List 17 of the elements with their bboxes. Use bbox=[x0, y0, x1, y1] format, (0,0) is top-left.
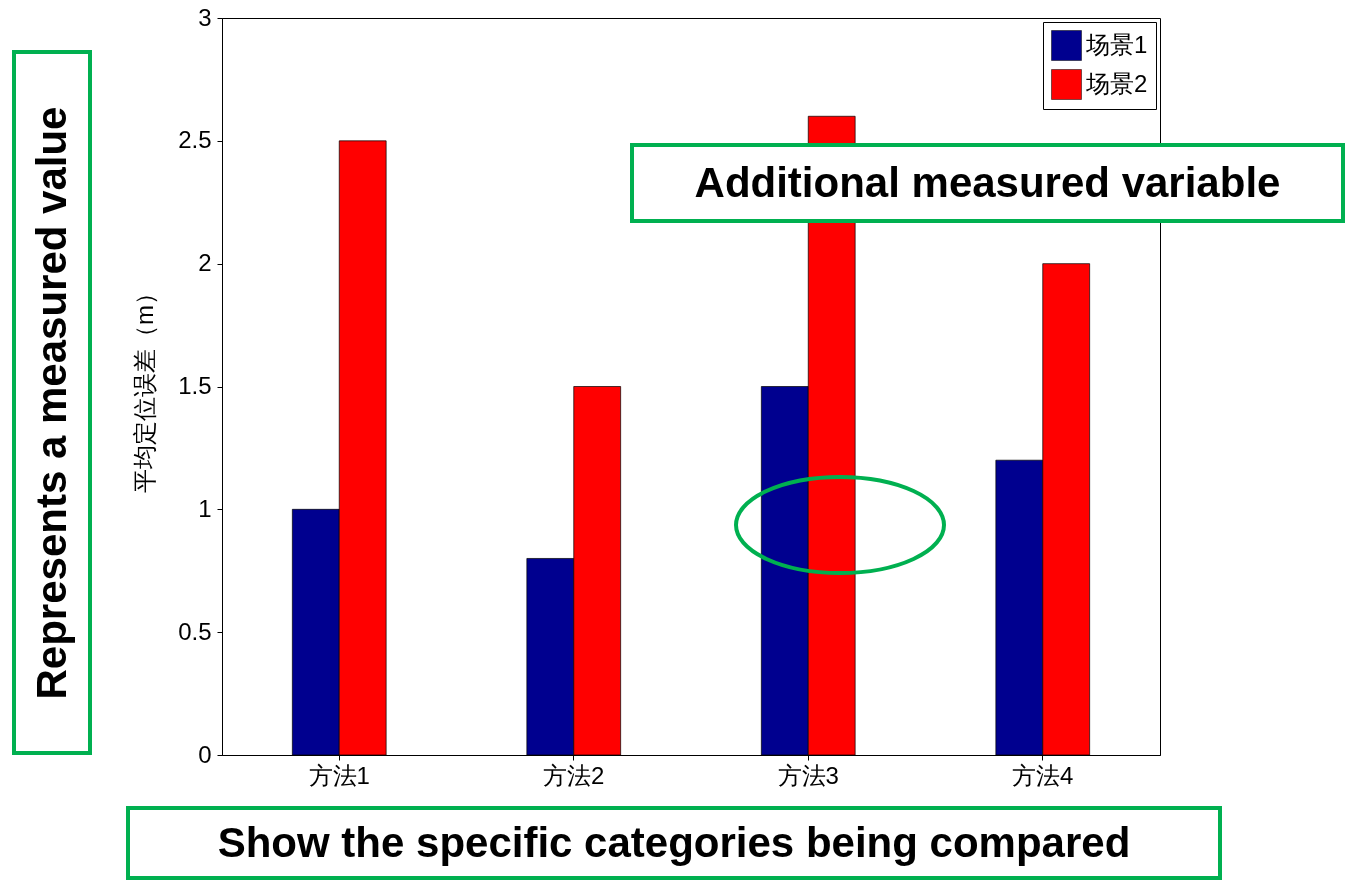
x-tick-label: 方法1 bbox=[308, 761, 370, 789]
y-tick-label: 1.5 bbox=[178, 372, 212, 399]
y-tick-label: 3 bbox=[198, 3, 212, 31]
y-tick-label: 2.5 bbox=[178, 126, 212, 154]
x-tick-label: 方法4 bbox=[1012, 761, 1074, 789]
y-tick-label: 1 bbox=[198, 494, 212, 522]
annotation: Additional measured variable bbox=[694, 159, 1281, 207]
y-tick-label: 0.5 bbox=[178, 617, 212, 645]
y-tick-label: 2 bbox=[198, 249, 212, 277]
text: Show the specific categories being compared bbox=[217, 819, 1131, 867]
legend-label: 场景1 bbox=[1085, 30, 1148, 58]
y-tick-label: 0 bbox=[198, 740, 212, 768]
text: Represents a measured value bbox=[28, 106, 76, 699]
legend-label: 场景2 bbox=[1085, 69, 1148, 97]
x-tick-label: 方法3 bbox=[777, 761, 839, 789]
x-tick-label: 方法2 bbox=[543, 761, 605, 789]
y-axis-title: 平均定位误差（m） bbox=[131, 281, 159, 493]
